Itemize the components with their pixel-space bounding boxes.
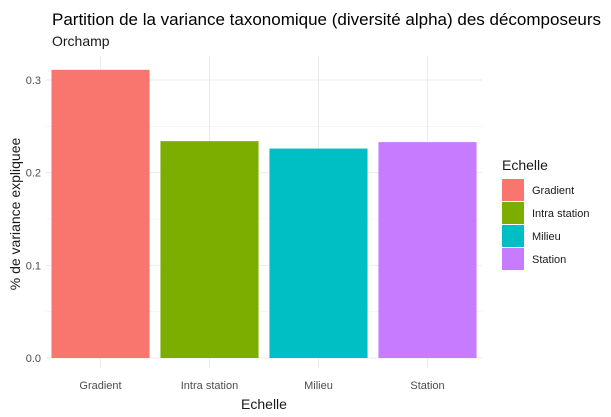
legend-title: Echelle: [502, 157, 548, 173]
y-tick-labels: 0.0 0.1 0.2 0.3: [26, 75, 41, 365]
y-tick-label: 0.2: [26, 168, 41, 180]
bar-milieu: [269, 148, 368, 358]
x-tick-label: Gradient: [79, 380, 121, 392]
x-axis-title: Echelle: [241, 396, 287, 412]
legend-swatch: [502, 248, 524, 270]
y-tick-label: 0.1: [26, 260, 41, 272]
x-tick-label: Milieu: [304, 380, 333, 392]
y-tick-label: 0.3: [26, 75, 41, 87]
y-tick-label: 0.0: [26, 353, 41, 365]
bar-intra-station: [160, 141, 259, 358]
bar-station: [378, 142, 477, 358]
legend-label: Intra station: [532, 208, 589, 220]
chart-title: Partition de la variance taxonomique (di…: [52, 10, 601, 29]
x-tick-label: Intra station: [181, 380, 238, 392]
legend: Echelle Gradient Intra station Milieu Stati…: [502, 157, 589, 270]
y-axis-title: % de variance expliquee: [7, 138, 23, 291]
x-tick-label: Station: [410, 380, 444, 392]
legend-swatch: [502, 202, 524, 224]
bars: [51, 69, 477, 358]
chart-subtitle: Orchamp: [52, 33, 110, 49]
legend-label: Station: [532, 254, 566, 266]
x-tick-labels: Gradient Intra station Milieu Station: [79, 380, 444, 392]
bar-gradient: [51, 69, 150, 358]
legend-label: Milieu: [532, 231, 561, 243]
legend-swatch: [502, 225, 524, 247]
legend-label: Gradient: [532, 185, 574, 197]
legend-swatch: [502, 179, 524, 201]
